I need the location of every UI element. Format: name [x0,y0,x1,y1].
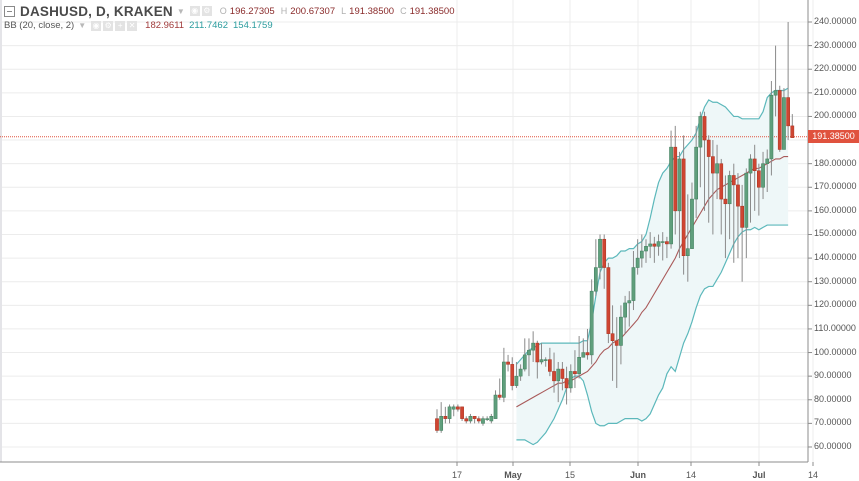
price-tick-label: 200.00000 [814,110,857,121]
high-value: 200.67307 [290,5,336,17]
price-tick-label: 240.00000 [814,16,857,26]
indicator-title[interactable]: BB (20, close, 2) [4,20,75,31]
price-tick-label: 220.00000 [814,63,857,74]
high-label: H [280,6,288,16]
left-edge [0,0,2,462]
eye-icon[interactable]: ◉ [189,6,200,16]
price-tick-label: 230.00000 [814,39,857,50]
plus-icon[interactable]: + [115,20,126,31]
time-tick-label: Jul [752,470,766,480]
time-tick-label: May [504,470,522,480]
price-tick-label: 70.00000 [814,417,852,428]
time-tick-label: 17 [451,470,463,480]
low-label: L [341,6,347,16]
collapse-legend-icon[interactable] [4,5,15,17]
price-tick-label: 210.00000 [814,86,857,97]
eye-icon[interactable]: ◉ [91,20,102,31]
open-value: 196.27305 [229,5,275,17]
last-price-tag: 191.38500 [808,130,859,143]
time-tick-label: 15 [564,470,576,480]
candlesticks [435,22,795,433]
chevron-down-icon[interactable]: ▼ [78,21,87,30]
price-tick-label: 110.00000 [814,322,856,333]
price-tick-label: 140.00000 [814,252,857,263]
gear-icon[interactable]: ⚙ [103,20,114,31]
close-icon[interactable]: ✕ [127,20,138,31]
price-axis-ticks [456,21,814,466]
low-value: 191.38500 [349,5,395,17]
symbol-title[interactable]: DASHUSD, D, KRAKEN [20,3,173,19]
price-tick-label: 90.00000 [814,370,852,381]
price-tick-label: 150.00000 [814,228,857,239]
price-tick-label: 60.00000 [814,440,852,451]
close-label: C [400,6,407,16]
time-tick-label: Jun [629,470,647,480]
bb-upper-value: 211.7462 [189,20,228,31]
open-label: O [219,6,227,16]
price-tick-label: 130.00000 [814,275,857,286]
time-tick-label: 14 [685,470,697,480]
price-tick-label: 100.00000 [814,346,857,357]
chevron-down-icon[interactable]: ▼ [176,6,185,16]
indicator-legend: BB (20, close, 2) ▼ ◉ ⚙ + ✕ 182.9611 211… [4,19,273,32]
price-tick-label: 120.00000 [814,299,857,310]
time-tick-label: 14 [807,470,819,480]
gear-icon[interactable]: ⚙ [201,6,212,16]
symbol-legend: DASHUSD, D, KRAKEN ▼ ◉ ⚙ O 196.27305 H 2… [4,2,455,20]
price-tick-label: 180.00000 [814,157,857,168]
close-value: 191.38500 [409,5,455,17]
bb-lower-value: 154.1759 [233,20,273,31]
price-tick-label: 80.00000 [814,393,852,404]
price-tick-label: 160.00000 [814,204,857,215]
bb-basis-value: 182.9611 [145,20,185,31]
price-tick-label: 170.00000 [814,181,857,192]
